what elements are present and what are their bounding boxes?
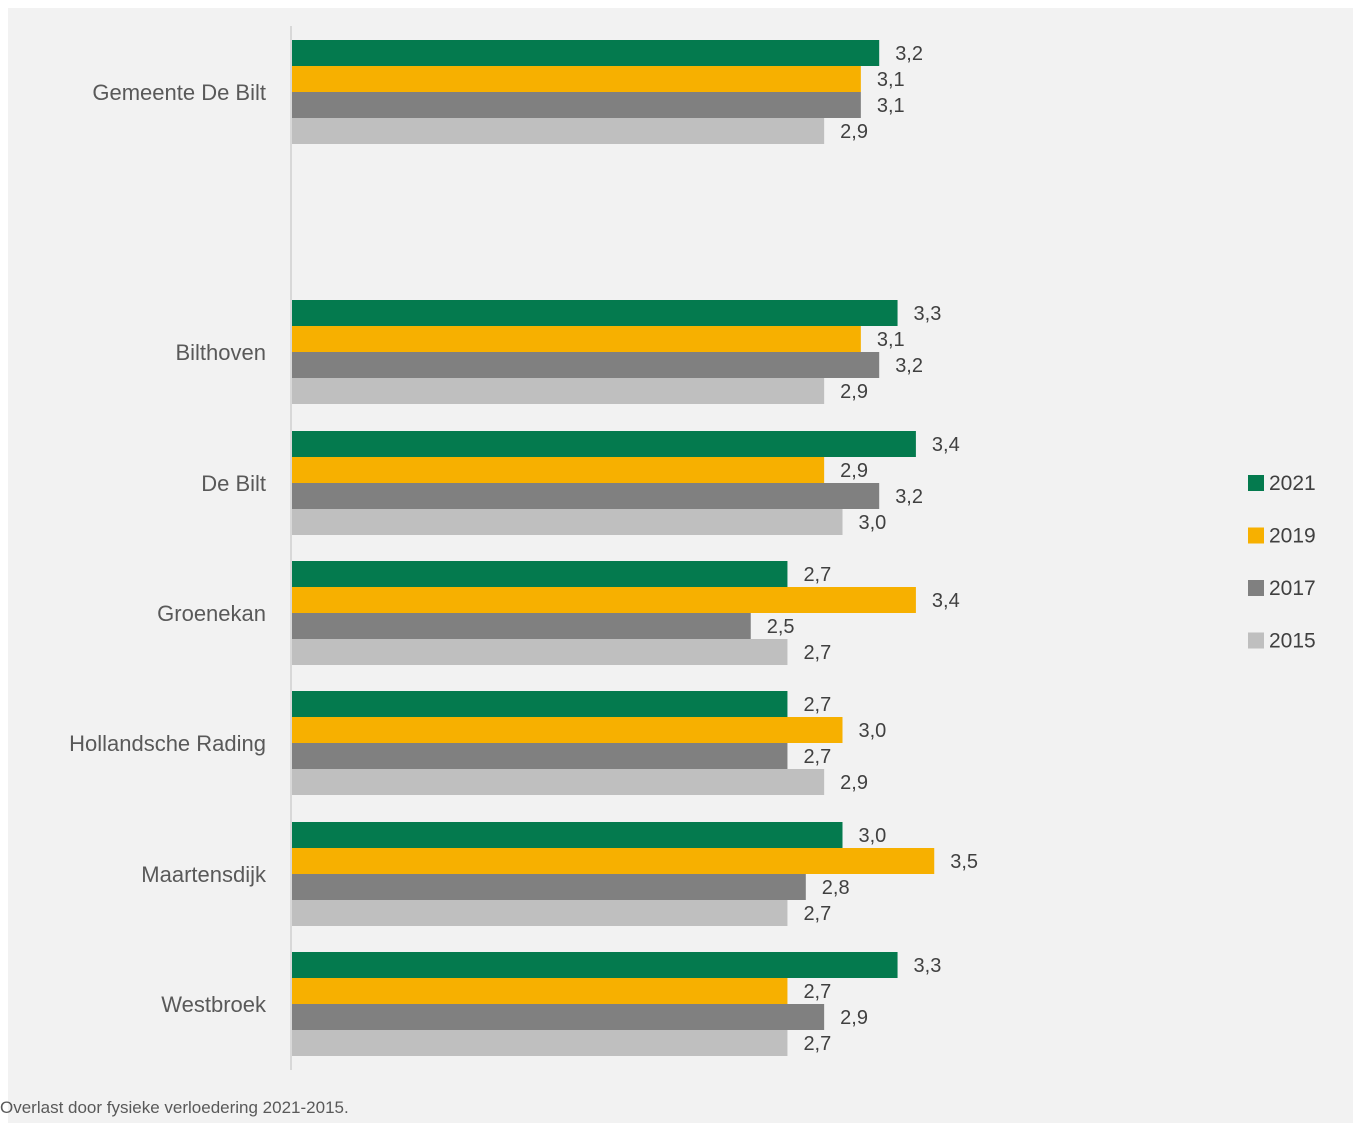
value-label-westbroek-2021: 3,3 [914, 955, 942, 977]
bar-maartensdijk-2019 [292, 848, 935, 874]
value-label-de-bilt-2021: 3,4 [932, 434, 960, 456]
legend-label-2015: 2015 [1269, 630, 1316, 653]
value-label-westbroek-2015: 2,7 [803, 1033, 831, 1055]
category-label-hollandsche-rading: Hollandsche Rading [69, 731, 266, 756]
value-label-bilthoven-2021: 3,3 [914, 303, 942, 325]
bar-maartensdijk-2017 [292, 874, 806, 900]
legend-swatch-2021 [1248, 475, 1264, 491]
value-label-hollandsche-rading-2015: 2,9 [840, 772, 868, 794]
value-label-hollandsche-rading-2019: 3,0 [859, 720, 887, 742]
bar-groenekan-2017 [292, 613, 751, 639]
bar-hollandsche-rading-2019 [292, 717, 843, 743]
bar-de-bilt-2015 [292, 509, 843, 535]
bars-layer: Gemeente De Bilt 3,2 3,1 3,1 2,9 Bilthoven 3,3… [69, 40, 978, 1056]
legend-swatch-2017 [1248, 580, 1264, 596]
value-label-groenekan-2015: 2,7 [803, 642, 831, 664]
bar-chart: Gemeente De Bilt 3,2 3,1 3,1 2,9 Bilthoven 3,3… [69, 26, 1316, 1070]
value-label-bilthoven-2015: 2,9 [840, 381, 868, 403]
legend: 2021 2019 2017 2015 [1248, 472, 1316, 653]
bar-westbroek-2019 [292, 978, 788, 1004]
category-label-de-bilt: De Bilt [201, 471, 266, 496]
bar-groenekan-2021 [292, 561, 788, 587]
bar-hollandsche-rading-2015 [292, 769, 825, 795]
category-label-groenekan: Groenekan [157, 601, 266, 626]
value-label-de-bilt-2017: 3,2 [895, 486, 923, 508]
bar-de-bilt-2021 [292, 431, 916, 457]
value-label-groenekan-2017: 2,5 [767, 616, 795, 638]
bar-westbroek-2017 [292, 1004, 825, 1030]
chart-panel: Gemeente De Bilt 3,2 3,1 3,1 2,9 Bilthoven 3,3… [8, 8, 1353, 1123]
value-label-hollandsche-rading-2021: 2,7 [803, 694, 831, 716]
value-label-bilthoven-2019: 3,1 [877, 329, 905, 351]
bar-westbroek-2015 [292, 1030, 788, 1056]
value-label-westbroek-2017: 2,9 [840, 1007, 868, 1029]
bar-de-bilt-2017 [292, 483, 880, 509]
legend-swatch-2015 [1248, 632, 1264, 649]
category-label-westbroek: Westbroek [161, 992, 267, 1017]
value-label-gemeente-de-bilt-2021: 3,2 [895, 43, 923, 65]
bar-gemeente-de-bilt-2019 [292, 66, 861, 92]
value-label-bilthoven-2017: 3,2 [895, 355, 923, 377]
value-label-groenekan-2021: 2,7 [803, 564, 831, 586]
bar-groenekan-2015 [292, 639, 788, 665]
legend-swatch-2019 [1248, 527, 1264, 544]
value-label-de-bilt-2015: 3,0 [859, 512, 887, 534]
bar-bilthoven-2017 [292, 352, 880, 378]
bar-bilthoven-2015 [292, 378, 825, 404]
bar-hollandsche-rading-2017 [292, 743, 788, 769]
value-label-de-bilt-2019: 2,9 [840, 460, 868, 482]
bar-hollandsche-rading-2021 [292, 691, 788, 717]
value-label-westbroek-2019: 2,7 [803, 981, 831, 1003]
value-label-maartensdijk-2021: 3,0 [859, 825, 887, 847]
bar-de-bilt-2019 [292, 457, 825, 483]
value-label-maartensdijk-2017: 2,8 [822, 877, 850, 899]
bar-maartensdijk-2015 [292, 900, 788, 926]
bar-gemeente-de-bilt-2017 [292, 92, 861, 118]
legend-label-2019: 2019 [1269, 525, 1316, 548]
value-label-maartensdijk-2019: 3,5 [950, 851, 978, 873]
legend-label-2021: 2021 [1269, 472, 1316, 495]
category-label-gemeente-de-bilt: Gemeente De Bilt [92, 80, 266, 105]
bar-westbroek-2021 [292, 952, 898, 978]
category-label-bilthoven: Bilthoven [175, 340, 266, 365]
bar-gemeente-de-bilt-2015 [292, 118, 825, 144]
value-label-gemeente-de-bilt-2015: 2,9 [840, 121, 868, 143]
value-label-maartensdijk-2015: 2,7 [803, 903, 831, 925]
value-label-gemeente-de-bilt-2019: 3,1 [877, 69, 905, 91]
bar-bilthoven-2019 [292, 326, 861, 352]
value-label-gemeente-de-bilt-2017: 3,1 [877, 95, 905, 117]
chart-caption: Overlast door fysieke verloedering 2021-… [0, 1098, 349, 1117]
bar-bilthoven-2021 [292, 300, 898, 326]
value-label-hollandsche-rading-2017: 2,7 [803, 746, 831, 768]
value-label-groenekan-2019: 3,4 [932, 590, 960, 612]
category-label-maartensdijk: Maartensdijk [141, 862, 267, 887]
bar-gemeente-de-bilt-2021 [292, 40, 880, 66]
bar-maartensdijk-2021 [292, 822, 843, 848]
bar-groenekan-2019 [292, 587, 916, 613]
legend-label-2017: 2017 [1269, 577, 1316, 600]
